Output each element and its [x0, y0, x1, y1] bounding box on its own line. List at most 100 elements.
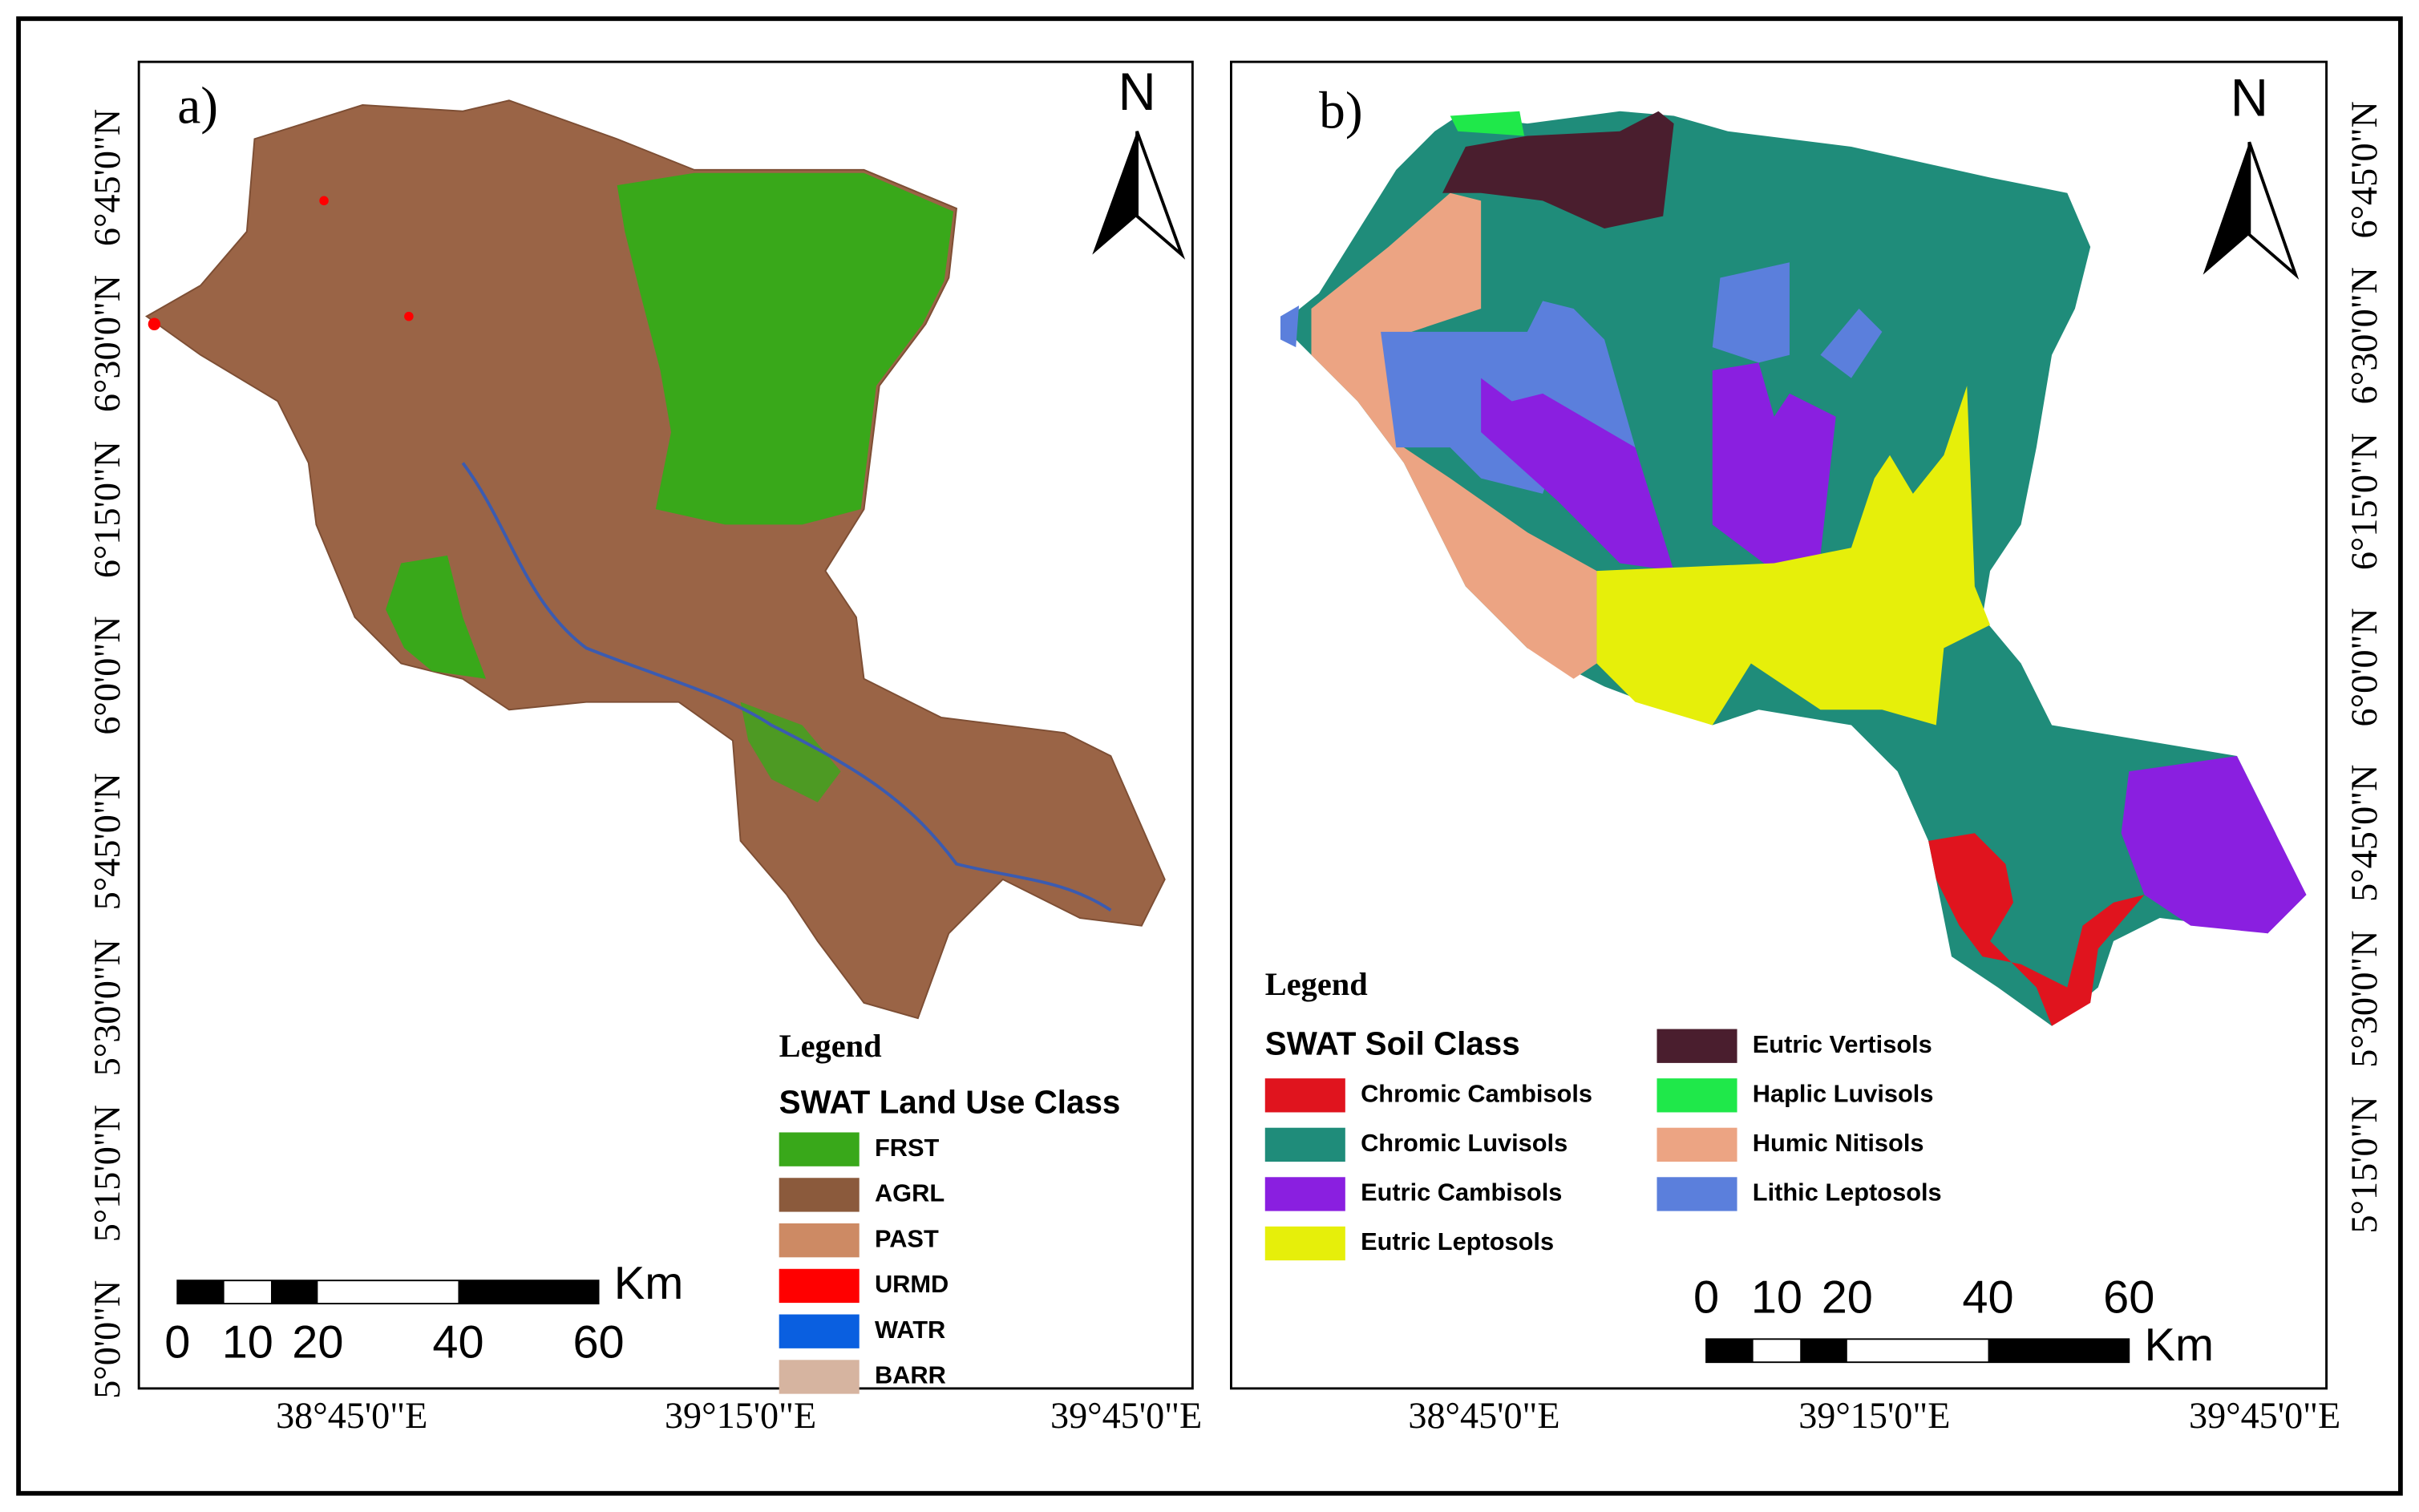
scale-bar-segment [177, 1280, 225, 1304]
outer-frame [16, 16, 2403, 1496]
scale-bar-segment [458, 1280, 599, 1304]
longitude-label: 39°15'0"E [1798, 1395, 1950, 1436]
north-label: N [1118, 63, 1155, 121]
scale-label: 10 [1751, 1271, 1802, 1323]
soil-area [1442, 111, 1674, 228]
soil-area [1712, 362, 1836, 572]
urban-spot [148, 317, 161, 330]
legend-label: WATR [875, 1316, 945, 1344]
legend-label: Eutric Vertisols [1753, 1030, 1932, 1058]
latitude-label: 6°30'0"N [2344, 267, 2385, 404]
soil-area [1928, 833, 2145, 1026]
legend-swatch [779, 1314, 860, 1348]
legend-label: Haplic Luvisols [1753, 1079, 1934, 1107]
legend-swatch [779, 1268, 860, 1304]
longitude-label: 39°45'0"E [2189, 1395, 2340, 1436]
legend-swatch [779, 1360, 860, 1394]
legend-swatch [779, 1223, 860, 1258]
legend-swatch [779, 1178, 860, 1212]
scale-label: 60 [2103, 1271, 2154, 1323]
scale-label: 40 [432, 1316, 483, 1368]
latitude-label: 5°45'0"N [87, 773, 127, 910]
urban-spot [319, 196, 329, 206]
soil-area [2121, 756, 2307, 934]
forest-area [386, 555, 487, 679]
latitude-label: 6°15'0"N [87, 441, 127, 578]
north-label: N [2231, 68, 2268, 127]
forest-area [617, 172, 954, 525]
north-arrow [1092, 131, 1138, 255]
scale-label: 20 [292, 1316, 343, 1368]
legend-swatch [1656, 1078, 1737, 1113]
longitude-label: 38°45'0"E [1408, 1395, 1559, 1436]
land-use-map [145, 99, 1166, 1020]
legend-label: URMD [875, 1270, 949, 1298]
legend-swatch [1264, 1226, 1345, 1261]
latitude-label: 5°45'0"N [2344, 765, 2385, 902]
scale-unit: Km [2145, 1320, 2215, 1371]
latitude-label: 6°45'0"N [87, 109, 127, 246]
latitude-label: 6°30'0"N [87, 275, 127, 412]
soil-area [1820, 309, 1883, 378]
latitude-label: 5°30'0"N [2344, 930, 2385, 1067]
legend-title: Legend [1265, 966, 1368, 1002]
legend-label: PAST [875, 1224, 939, 1252]
legend-label: Eutric Cambisols [1361, 1178, 1562, 1207]
longitude-label: 39°15'0"E [665, 1395, 816, 1436]
legend-label: Lithic Leptosols [1753, 1178, 1942, 1207]
scale-bar-segment [1706, 1339, 1754, 1363]
scale-label: 0 [1693, 1271, 1719, 1323]
legend-label: AGRL [875, 1179, 945, 1207]
legend-label: Humic Nitisols [1753, 1129, 1924, 1157]
river [461, 462, 1112, 912]
panel-label: b) [1319, 83, 1362, 140]
latitude-label: 5°30'0"N [87, 939, 127, 1076]
legend-label: FRST [875, 1134, 940, 1162]
scale-label: 60 [572, 1316, 624, 1368]
legend-swatch [1264, 1177, 1345, 1211]
soil-area [1712, 262, 1790, 363]
legend-swatch [779, 1132, 860, 1166]
urban-spot [404, 311, 414, 321]
north-arrow [1135, 131, 1186, 260]
legend-label: BARR [875, 1361, 946, 1389]
legend-swatch [1264, 1078, 1345, 1113]
legend-swatch [1656, 1177, 1737, 1211]
legend-label: Chromic Cambisols [1361, 1079, 1592, 1107]
scale-bar-segment [271, 1280, 318, 1304]
legend-label: Eutric Leptosols [1361, 1227, 1554, 1255]
legend-heading: SWAT Land Use Class [779, 1084, 1121, 1121]
forest-area [740, 701, 841, 802]
soil-area [1481, 378, 1674, 572]
scale-label: 0 [164, 1316, 190, 1368]
legend-swatch [1656, 1029, 1737, 1063]
scale-label: 10 [222, 1316, 273, 1368]
scale-unit: Km [614, 1258, 684, 1309]
soil-area [1280, 305, 1300, 348]
north-arrow [2247, 141, 2300, 280]
scale-bar-segment [1988, 1339, 2130, 1363]
latitude-label: 6°0'0"N [87, 616, 127, 734]
latitude-label: 5°15'0"N [2344, 1096, 2385, 1233]
legend-label: Chromic Luvisols [1361, 1129, 1567, 1157]
latitude-label: 5°15'0"N [87, 1105, 127, 1242]
latitude-label: 6°45'0"N [2344, 101, 2385, 238]
soil-map [1280, 111, 2307, 1026]
soil-area [1311, 192, 1597, 679]
scale-label: 40 [1962, 1271, 2013, 1323]
scale-label: 20 [1822, 1271, 1873, 1323]
legend-title: Legend [779, 1028, 882, 1064]
legend-swatch [1656, 1127, 1737, 1162]
longitude-label: 38°45'0"E [276, 1395, 427, 1436]
soil-area [1596, 386, 1991, 726]
scale-bar-segment [1800, 1339, 1847, 1363]
longitude-label: 39°45'0"E [1050, 1395, 1202, 1436]
legend-swatch [1264, 1127, 1345, 1162]
latitude-label: 5°0'0"N [87, 1280, 127, 1399]
panel-label: a) [177, 78, 218, 135]
latitude-label: 6°0'0"N [2344, 608, 2385, 726]
soil-area [1450, 111, 1525, 136]
legend-heading: SWAT Soil Class [1265, 1025, 1520, 1061]
